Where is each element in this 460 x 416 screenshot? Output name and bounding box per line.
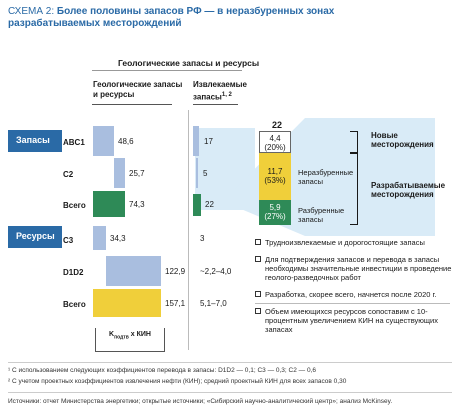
title-prefix: СХЕМА 2:: [8, 6, 55, 17]
row-label-c2: C2: [63, 170, 74, 179]
izv-value-total-zapasy: 22: [205, 200, 214, 209]
stack-undrilled-value: 11,7: [267, 167, 283, 176]
header-main: Геологические запасы и ресурсы: [118, 58, 260, 68]
izv-value-abc1: 17: [204, 137, 213, 146]
izv-value-d1d2: ~2,2–4,0: [200, 267, 232, 276]
kbox-sub: подтв: [114, 334, 129, 341]
row-label-c3: C3: [63, 236, 74, 245]
row-label-d1d2: D1D2: [63, 268, 84, 277]
legend-text-1: Трудноизвлекаемые и дорогостоящие запасы: [265, 238, 425, 247]
header-geo: Геологические запасы и ресурсы: [93, 80, 183, 99]
chart-title: СХЕМА 2: Более половины запасов РФ — в н…: [8, 6, 334, 17]
izv-bar-total-zapasy: [193, 194, 201, 216]
stack-drilled-value: 5,9: [269, 203, 281, 212]
label-drilled: Разбуренные запасы: [298, 206, 345, 224]
row-label-total-zapasy: Всего: [63, 201, 86, 210]
category-zapasy: Запасы: [8, 130, 62, 152]
conversion-factor-box: Kподтв x КИН: [95, 328, 165, 352]
izv-value-total-resursy: 5,1–7,0: [200, 299, 227, 308]
column-separator: [188, 110, 189, 350]
geo-value-c2: 25,7: [129, 169, 145, 178]
legend-item-1: Трудноизвлекаемые и дорогостоящие запасы: [255, 238, 455, 247]
geo-value-total-resursy: 157,1: [165, 299, 186, 308]
header-izv-text: Извлекаемые запасы: [193, 80, 247, 102]
footnote-2: ² С учетом проектных коэффициентов извле…: [8, 378, 347, 385]
geo-bar-c2: [114, 158, 125, 188]
stack-new-value: 4,4: [269, 134, 281, 143]
stack-segment-drilled: 5,9 (27%): [259, 200, 291, 225]
legend-item-2: Для подтверждения запасов и перевода в з…: [255, 255, 455, 282]
izv-bar-c2: [196, 158, 198, 188]
legend-text-4: Объем имеющихся ресурсов сопоставим с 10…: [265, 307, 438, 334]
sources: Источники: отчет Министерства энергетики…: [8, 398, 393, 405]
geo-value-c3: 34,3: [110, 234, 126, 243]
kbox-suffix: x КИН: [130, 331, 151, 338]
stack-segment-undrilled: 11,7 (53%): [259, 153, 291, 200]
row-label-total-resursy: Всего: [63, 300, 86, 309]
izv-value-c3: 3: [200, 234, 205, 243]
legend-text-2: Для подтверждения запасов и перевода в з…: [265, 255, 452, 282]
legend-divider: [255, 303, 450, 304]
row-label-abc1: ABC1: [63, 138, 85, 147]
legend-square-icon: [255, 308, 261, 314]
legend-square-icon: [255, 256, 261, 262]
title-line1: Более половины запасов РФ — в неразбурен…: [56, 6, 335, 17]
izv-bar-abc1: [193, 126, 199, 156]
geo-bar-total-zapasy: [93, 191, 125, 217]
legend-item-3: Разработка, скорее всего, начнется после…: [255, 290, 455, 299]
footnote-divider: [8, 362, 452, 363]
category-resursy: Ресурсы: [8, 226, 62, 248]
label-undrilled: Неразбуренные запасы: [298, 168, 354, 186]
stack-total: 22: [271, 120, 282, 130]
geo-bar-total-resursy: [93, 289, 161, 317]
geo-header-underline: [92, 104, 172, 105]
geo-bar-abc1: [93, 126, 114, 156]
stack-drilled-pct: (27%): [264, 212, 286, 221]
geo-value-d1d2: 122,9: [165, 267, 186, 276]
geo-value-abc1: 48,6: [118, 137, 134, 146]
stack-new-pct: (20%): [264, 143, 286, 152]
header-divider: [92, 70, 242, 71]
header-izv-sup: 1, 2: [221, 92, 232, 98]
legend-square-icon: [255, 239, 261, 245]
stack-undrilled-pct: (53%): [264, 176, 286, 185]
legend-square-icon: [255, 291, 261, 297]
legend-item-4: Объем имеющихся ресурсов сопоставим с 10…: [255, 307, 445, 334]
geo-bar-d1d2: [106, 256, 161, 286]
footnote-1: ¹ С использованием следующих коэффициент…: [8, 367, 316, 374]
legend-text-3: Разработка, скорее всего, начнется после…: [265, 290, 437, 299]
bracket-developed: [350, 153, 358, 225]
kbox-k: K: [109, 331, 115, 338]
bracket-new-label: Новые месторождения: [371, 131, 434, 149]
bracket-developed-label: Разрабатываемые месторождения: [371, 181, 446, 199]
header-izv: Извлекаемые запасы1, 2: [193, 80, 253, 103]
chart-title-line2: разрабатываемых месторождений: [8, 18, 182, 29]
geo-bar-c3: [93, 226, 106, 250]
izv-header-underline: [193, 104, 238, 105]
stack-segment-new: 4,4 (20%): [259, 131, 291, 153]
bracket-new: [350, 131, 358, 153]
sources-divider: [8, 392, 452, 393]
geo-value-total-zapasy: 74,3: [129, 200, 145, 209]
izv-value-c2: 5: [203, 169, 208, 178]
